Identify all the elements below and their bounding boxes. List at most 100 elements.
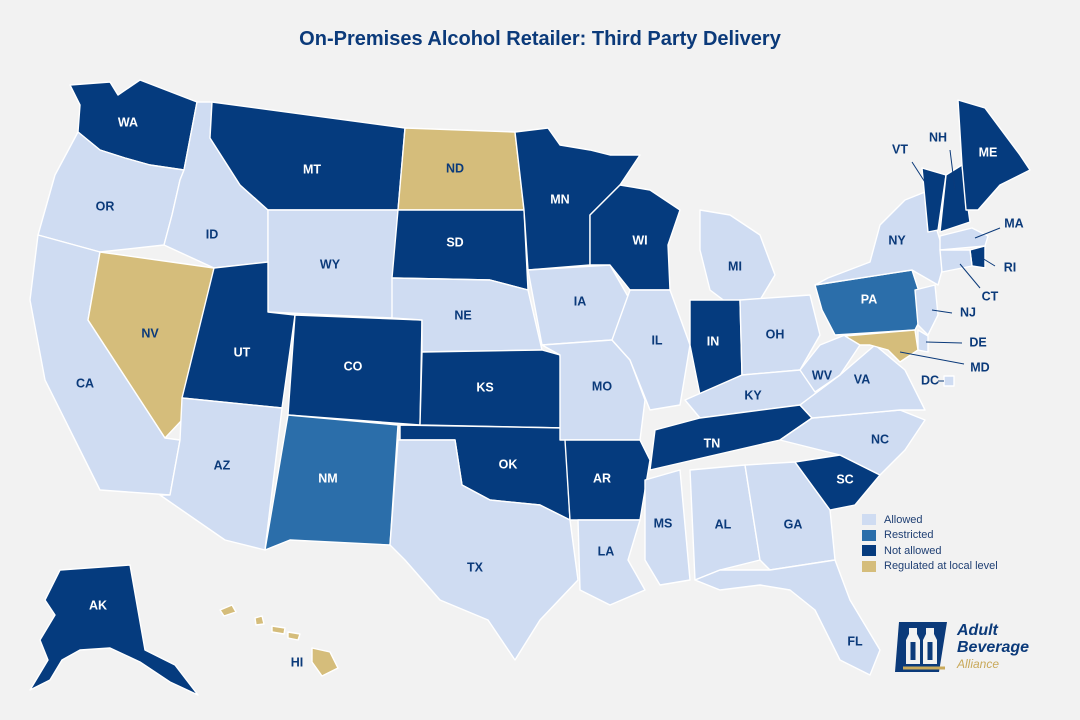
logo-text-alliance: Alliance <box>957 657 1000 671</box>
leader-line-nj <box>931 309 953 314</box>
state-fl <box>694 559 881 676</box>
state-label-wa: WA <box>118 115 138 129</box>
state-nh <box>939 164 971 233</box>
state-il <box>611 289 691 411</box>
state-label-ct: CT <box>982 289 999 303</box>
leader-line-de <box>925 341 963 344</box>
state-label-ok: OK <box>499 457 518 471</box>
state-de <box>917 329 929 353</box>
state-nj <box>914 284 939 336</box>
logo-text-beverage: Beverage <box>957 639 1030 656</box>
legend-swatch <box>862 529 876 541</box>
leader-line-ct <box>959 263 981 289</box>
legend-swatch <box>862 545 876 557</box>
state-label-oh: OH <box>766 327 785 341</box>
state-label-ks: KS <box>476 380 493 394</box>
state-label-wy: WY <box>320 257 341 271</box>
state-label-nv: NV <box>141 326 159 340</box>
state-label-la: LA <box>598 544 615 558</box>
state-va <box>799 344 926 419</box>
state-label-ak: AK <box>89 598 107 612</box>
state-wi <box>589 184 681 291</box>
state-nm <box>264 414 399 551</box>
state-mn <box>514 127 641 271</box>
state-label-vt: VT <box>892 142 908 156</box>
state-ma <box>939 227 989 251</box>
state-label-nc: NC <box>871 432 889 446</box>
state-label-ri: RI <box>1004 260 1017 274</box>
state-label-tn: TN <box>704 436 721 450</box>
state-label-mi: MI <box>728 259 742 273</box>
state-az <box>159 397 283 551</box>
state-label-fl: FL <box>847 634 863 648</box>
leader-line-ri <box>981 257 996 267</box>
state-label-sc: SC <box>836 472 853 486</box>
state-label-mt: MT <box>303 162 321 176</box>
state-tx <box>389 439 579 661</box>
state-nv <box>87 251 215 439</box>
state-vt <box>921 167 947 233</box>
state-label-id: ID <box>206 227 219 241</box>
state-label-tx: TX <box>467 560 484 574</box>
state-label-nm: NM <box>318 471 337 485</box>
adult-beverage-alliance-logo: Adult Beverage Alliance <box>895 618 1075 678</box>
legend-item-not-allowed: Not allowed <box>862 543 998 559</box>
state-label-nd: ND <box>446 161 464 175</box>
bottles-logo-icon <box>895 622 947 672</box>
state-label-mn: MN <box>550 192 569 206</box>
legend-label: Not allowed <box>884 544 942 557</box>
state-label-ia: IA <box>574 294 587 308</box>
leader-line-md <box>899 351 965 365</box>
legend-label: Allowed <box>884 513 923 526</box>
leader-line-vt <box>911 161 931 191</box>
state-ct <box>939 249 973 273</box>
legend-item-regulated-at-local-level: Regulated at local level <box>862 559 998 575</box>
state-ak <box>29 564 199 696</box>
state-label-az: AZ <box>214 458 231 472</box>
state-label-hi: HI <box>291 655 304 669</box>
state-label-md: MD <box>970 360 989 374</box>
leader-line-nh <box>949 149 956 191</box>
state-label-nh: NH <box>929 130 947 144</box>
state-label-ky: KY <box>744 388 762 402</box>
state-label-ms: MS <box>654 516 673 530</box>
state-label-in: IN <box>707 334 720 348</box>
logo-text-adult: Adult <box>957 622 998 639</box>
state-label-va: VA <box>854 372 870 386</box>
legend-item-allowed: Allowed <box>862 512 998 528</box>
state-label-ne: NE <box>454 308 471 322</box>
state-label-de: DE <box>969 335 986 349</box>
state-label-wi: WI <box>632 233 647 247</box>
legend-item-restricted: Restricted <box>862 528 998 544</box>
state-label-il: IL <box>651 333 662 347</box>
map-title: On-Premises Alcohol Retailer: Third Part… <box>299 28 781 50</box>
state-dc <box>943 375 955 387</box>
state-label-ga: GA <box>784 517 803 531</box>
state-label-mo: MO <box>592 379 612 393</box>
state-label-nj: NJ <box>960 305 976 319</box>
state-label-or: OR <box>96 199 115 213</box>
state-label-me: ME <box>979 145 998 159</box>
state-label-ca: CA <box>76 376 94 390</box>
legend: Allowed Restricted Not allowed Regulated at… <box>862 512 998 574</box>
state-me <box>957 99 1031 211</box>
state-sc <box>794 454 881 511</box>
state-label-wv: WV <box>812 368 833 382</box>
state-label-ma: MA <box>1004 216 1023 230</box>
state-al <box>689 464 761 581</box>
state-ms <box>644 469 691 586</box>
state-nc <box>779 409 926 476</box>
state-oh <box>739 294 821 376</box>
state-md <box>844 329 919 363</box>
legend-swatch <box>862 560 876 572</box>
state-label-ny: NY <box>888 233 906 247</box>
state-label-ar: AR <box>593 471 611 485</box>
legend-swatch <box>862 514 876 526</box>
state-la <box>577 519 646 606</box>
state-hi <box>219 604 339 677</box>
state-label-ut: UT <box>234 345 251 359</box>
state-label-pa: PA <box>861 292 877 306</box>
leader-line-ma <box>974 227 1001 239</box>
state-label-co: CO <box>344 359 363 373</box>
